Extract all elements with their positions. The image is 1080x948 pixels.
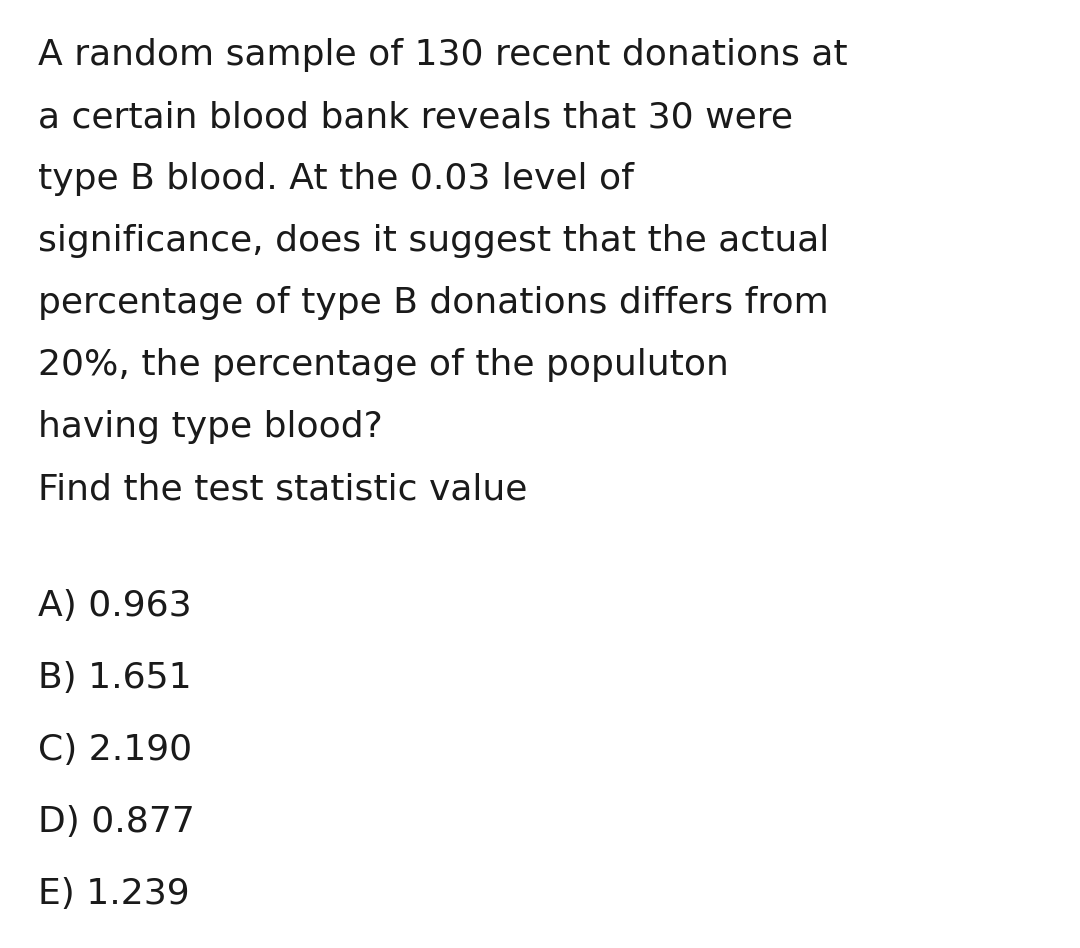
Text: D) 0.877: D) 0.877 [38, 805, 194, 839]
Text: significance, does it suggest that the actual: significance, does it suggest that the a… [38, 224, 829, 258]
Text: C) 2.190: C) 2.190 [38, 733, 192, 767]
Text: A random sample of 130 recent donations at: A random sample of 130 recent donations … [38, 38, 848, 72]
Text: type B blood. At the 0.03 level of: type B blood. At the 0.03 level of [38, 162, 634, 196]
Text: having type blood?: having type blood? [38, 410, 382, 444]
Text: E) 1.239: E) 1.239 [38, 877, 190, 911]
Text: 20%, the percentage of the populuton: 20%, the percentage of the populuton [38, 348, 729, 382]
Text: Find the test statistic value: Find the test statistic value [38, 472, 527, 506]
Text: percentage of type B donations differs from: percentage of type B donations differs f… [38, 286, 828, 320]
Text: A) 0.963: A) 0.963 [38, 589, 191, 623]
Text: a certain blood bank reveals that 30 were: a certain blood bank reveals that 30 wer… [38, 100, 793, 134]
Text: B) 1.651: B) 1.651 [38, 661, 191, 695]
